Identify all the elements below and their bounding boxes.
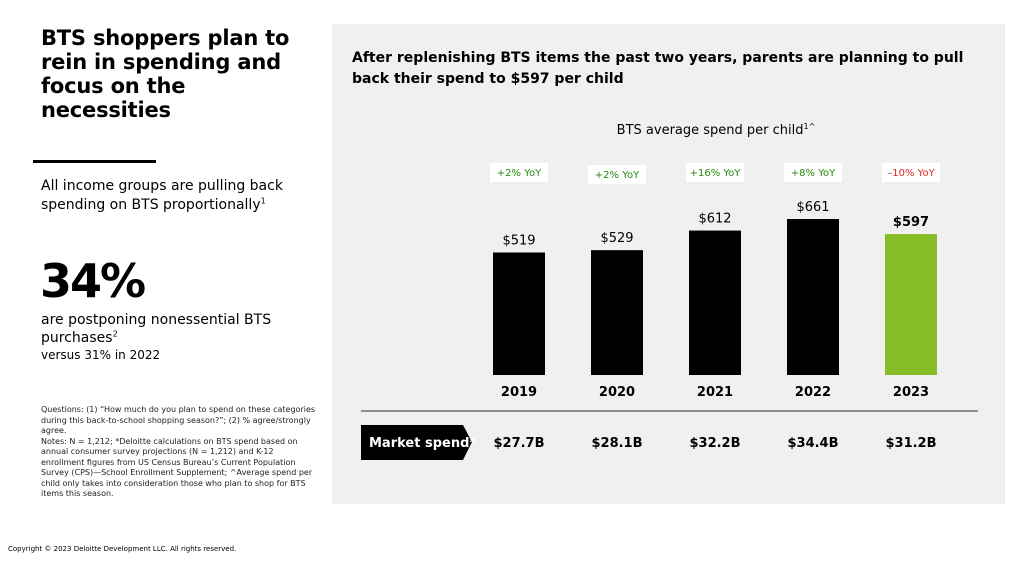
stat-versus: versus 31% in 2022: [41, 348, 161, 362]
yoy-badge-2023: [882, 163, 940, 182]
market-spend-2019: $27.7B: [493, 436, 544, 451]
yoy-badge-2020: [588, 165, 646, 184]
footnotes: Questions: (1) “How much do you plan to …: [41, 405, 316, 498]
subtitle: All income groups are pulling back spend…: [41, 177, 301, 215]
yoy-badge-2019: [490, 163, 548, 182]
stat-value: 34%: [40, 254, 146, 308]
chart-headline: After replenishing BTS items the past tw…: [352, 50, 964, 87]
data-label-2023: $597: [893, 215, 929, 230]
yoy-label-2023: –10% YoY: [887, 168, 935, 179]
market-spend-2021: $32.2B: [689, 436, 740, 451]
subtitle-footnote: 1: [260, 196, 266, 206]
yoy-badge-2021: [686, 163, 744, 182]
bar-2019: [493, 252, 545, 375]
stat-footnote: 2: [112, 329, 118, 339]
bar-2023: [885, 234, 937, 375]
subtitle-text: All income groups are pulling back spend…: [41, 178, 283, 213]
x-tick-2022: 2022: [795, 385, 831, 400]
data-label-2019: $519: [502, 234, 535, 249]
divider: [33, 160, 156, 163]
market-spend-label: Market spend*: [369, 436, 476, 451]
yoy-label-2020: +2% YoY: [595, 170, 640, 181]
data-label-2021: $612: [698, 212, 731, 227]
market-spend-2022: $34.4B: [787, 436, 838, 451]
bar-2021: [689, 230, 741, 375]
market-spend-2023: $31.2B: [885, 436, 936, 451]
bar-chart: BTS average spend per child1^ $519 2019 +2%…: [361, 122, 978, 460]
yoy-label-2022: +8% YoY: [791, 168, 836, 179]
bar-2022: [787, 219, 839, 375]
market-spend-arrow: [361, 425, 472, 460]
x-tick-2023: 2023: [893, 385, 929, 400]
yoy-badge-2022: [784, 163, 842, 182]
page-title: BTS shoppers plan to rein in spending an…: [41, 26, 290, 122]
data-label-2020: $529: [600, 231, 633, 246]
copyright: Copyright © 2023 Deloitte Development LL…: [8, 545, 237, 553]
bar-2020: [591, 250, 643, 375]
chart-title: BTS average spend per child1^: [617, 122, 816, 138]
market-spend-2020: $28.1B: [591, 436, 642, 451]
data-label-2022: $661: [796, 200, 829, 215]
x-tick-2020: 2020: [599, 385, 635, 400]
yoy-label-2019: +2% YoY: [497, 168, 542, 179]
x-tick-2021: 2021: [697, 385, 733, 400]
stat-description-text: are postponing nonessential BTS purchase…: [41, 312, 272, 346]
stat-description: are postponing nonessential BTS purchase…: [41, 311, 311, 347]
x-tick-2019: 2019: [501, 385, 537, 400]
yoy-label-2021: +16% YoY: [690, 168, 742, 179]
